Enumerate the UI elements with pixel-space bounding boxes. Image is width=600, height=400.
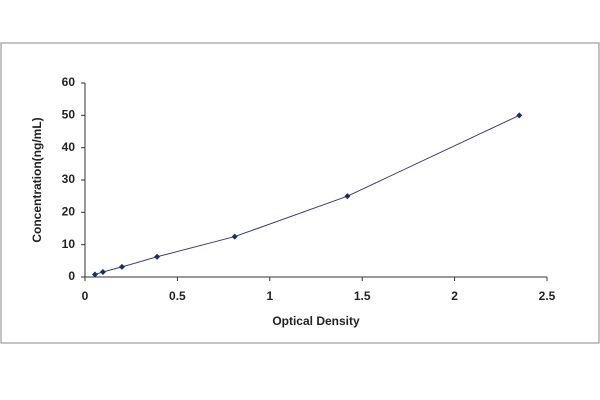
data-point [91,271,98,278]
y-tick-label: 30 [62,172,76,186]
x-tick-label: 0 [82,289,89,303]
y-tick-label: 50 [62,108,76,122]
x-axis-label: Optical Density [272,314,360,328]
x-tick-label: 2.5 [539,289,556,303]
fit-line [94,114,520,275]
x-tick-label: 1.5 [354,289,371,303]
y-tick-label: 0 [68,269,75,283]
data-point [344,193,351,200]
data-point [231,233,238,240]
y-tick-label: 40 [62,140,76,154]
data-point [118,263,125,270]
data-point [99,268,106,275]
chart-frame [0,42,600,344]
y-axis-label: Concentration(ng/mL) [30,117,44,242]
x-tick-label: 2 [451,289,458,303]
y-tick-label: 60 [62,75,76,89]
y-tick-label: 20 [62,205,76,219]
x-tick-label: 1 [266,289,273,303]
x-tick-label: 0.5 [169,289,186,303]
data-point [516,112,523,119]
y-tick-label: 10 [62,237,76,251]
data-point [154,253,161,260]
